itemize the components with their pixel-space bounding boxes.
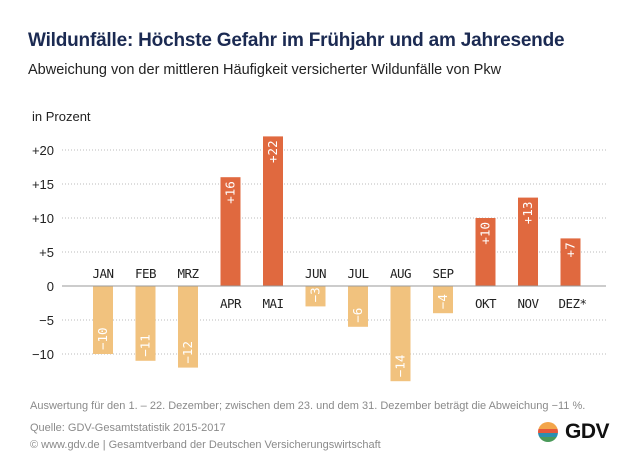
value-label: +7 [563,242,578,257]
y-tick-label: 0 [47,279,54,294]
value-label: −11 [138,334,153,357]
category-label: JUN [305,266,326,281]
value-label: −3 [308,287,323,302]
chart-subtitle: Abweichung von der mittleren Häufigkeit … [28,62,502,78]
category-labels: JAN FEB MRZ APR MAI JUN JUL AUG SEP OKT NOV DEZ* [92,266,587,311]
bar-feb [135,286,156,361]
category-label: MAI [262,296,283,311]
bar-chart: +20 +15 +10 +5 0 −5 −10 JAN FEB MRZ APR MAI JUN JUL A… [32,136,606,382]
value-label: +10 [478,222,493,245]
category-label: AUG [390,266,411,281]
value-label: −4 [435,294,450,309]
copyright-text: © www.gdv.de | Gesamtverband der Deutsch… [30,439,381,451]
bar-mai [263,136,283,286]
category-label: JAN [92,266,113,281]
gdv-logo-icon [538,422,558,442]
bars [93,136,581,382]
category-label: SEP [432,266,453,281]
chart-title: Wildunfälle: Höchste Gefahr im Frühjahr … [28,30,565,51]
category-label: OKT [475,296,497,311]
category-label: FEB [135,266,156,281]
y-tick-label: +5 [39,245,54,260]
footnote: Auswertung für den 1. – 22. Dezember; zw… [30,400,586,412]
gdv-logo: GDV [537,420,610,444]
category-label: DEZ* [558,296,586,311]
value-label: +13 [520,202,535,225]
value-label: −10 [95,327,110,350]
bar-jul [348,286,368,327]
y-axis-label: in Prozent [32,109,91,124]
value-label: +16 [223,181,238,204]
value-labels: −10 −11 −12 +16 +22 −3 −6 −14 −4 +10 +13 +7 [95,140,578,377]
value-label: +22 [265,140,280,163]
bar-nov [518,197,538,286]
category-label: MRZ [177,266,199,281]
bar-dez [560,238,581,286]
bar-sep [433,286,453,314]
value-label: −6 [350,308,365,323]
y-tick-label: −5 [39,313,54,328]
y-tick-label: +10 [32,211,54,226]
source-text: Quelle: GDV-Gesamtstatistik 2015-2017 [30,422,226,434]
value-label: −14 [393,355,408,378]
y-tick-label: +15 [32,177,54,192]
y-tick-label: +20 [32,143,54,158]
value-label: −12 [180,341,195,364]
bar-mrz [178,286,198,368]
source: Quelle: GDV-Gesamtstatistik 2015-2017 © … [30,420,381,454]
category-label: NOV [517,296,539,311]
bar-aug [390,286,411,382]
bar-jun [305,286,326,307]
gdv-logo-text: GDV [565,420,610,443]
y-tick-label: −10 [32,347,54,362]
bar-okt [475,218,496,286]
bar-apr [220,177,241,286]
category-label: JUL [347,266,368,281]
category-label: APR [220,296,242,311]
bar-jan [93,286,113,354]
y-tick-labels: +20 +15 +10 +5 0 −5 −10 [32,143,54,362]
